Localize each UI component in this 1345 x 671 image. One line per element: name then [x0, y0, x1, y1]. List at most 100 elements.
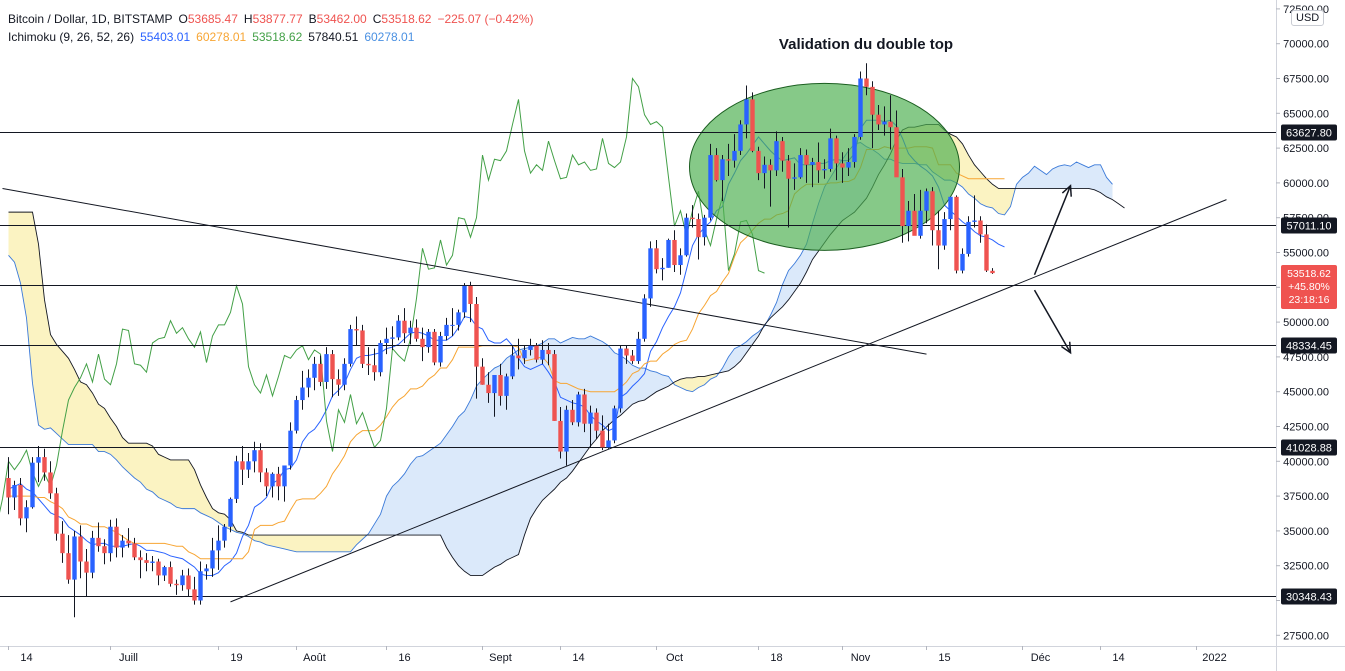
candle-body — [606, 440, 611, 448]
candle-body — [516, 355, 521, 359]
trendlines[interactable] — [2, 187, 1227, 603]
candle-body — [894, 127, 899, 178]
candle-body — [36, 457, 41, 463]
cloud-segment-bullish — [626, 359, 633, 410]
candle-body — [414, 327, 419, 339]
cloud-segment-bearish — [338, 535, 345, 552]
candle-body — [228, 498, 233, 527]
candle-body — [966, 221, 971, 254]
kijun-value: 60278.01 — [196, 30, 247, 44]
candle-body — [504, 376, 509, 396]
candle-body — [630, 355, 635, 362]
indicator-name: Ichimoku (9, 26, 52, 26) — [8, 30, 135, 44]
cloud-segment-bullish — [470, 386, 477, 576]
cloud-segment-bearish — [992, 184, 999, 214]
trendline[interactable] — [230, 199, 1227, 603]
cloud-segment-bullish — [782, 270, 789, 307]
cloud-segment-bullish — [794, 255, 801, 292]
candle-body — [330, 354, 335, 380]
cloud-segment-bearish — [158, 454, 165, 501]
projection-arrow-shaft[interactable] — [1033, 289, 1072, 354]
cloud-segment-bearish — [170, 459, 177, 508]
cloud-segment-bearish — [686, 377, 693, 392]
candle-body — [660, 267, 665, 270]
cloud-segment-bearish — [968, 155, 975, 199]
cloud-segment-bullish — [530, 345, 537, 519]
candle-body — [570, 409, 575, 423]
x-tick-label: Juill — [119, 652, 138, 664]
cloud-segment-bearish — [290, 535, 297, 552]
price-axis[interactable]: 27500.0030000.0032500.0035000.0037500.00… — [1276, 4, 1329, 642]
candle-body — [582, 394, 587, 424]
candle-body — [822, 168, 827, 171]
cloud-segment-bearish — [122, 437, 129, 473]
candle-body — [390, 337, 395, 339]
candle-body — [444, 324, 449, 337]
cloud-segment-bearish — [704, 374, 711, 385]
candle-body — [954, 196, 959, 271]
cloud-segment-bearish — [146, 443, 153, 492]
horizontal-levels[interactable] — [0, 132, 1276, 597]
cloud-segment-bullish — [602, 341, 609, 431]
level-label-text: 57011.10 — [1286, 221, 1331, 233]
x-tick-label: 19 — [230, 652, 242, 664]
candle-body — [306, 377, 311, 388]
cloud-segment-bearish — [26, 212, 33, 384]
candle-body — [336, 379, 341, 385]
cloud-segment-bullish — [1100, 164, 1107, 197]
cloud-segment-bearish — [104, 408, 111, 455]
cloud-segment-bullish — [482, 373, 489, 576]
y-tick-label: 67500.00 — [1283, 74, 1329, 86]
cloud-segment-bullish — [1064, 164, 1071, 189]
candle-body — [756, 150, 761, 174]
projection-arrow-shaft[interactable] — [1033, 185, 1072, 276]
cloud-segment-bearish — [698, 376, 705, 388]
candle-body — [204, 568, 209, 572]
cloud-segment-bullish — [416, 455, 423, 536]
candle-body — [654, 248, 659, 270]
cloud-segment-bearish — [128, 443, 135, 479]
candle-body — [678, 255, 683, 266]
candle-body — [834, 138, 839, 164]
cloud-segment-bullish — [452, 416, 459, 566]
cloud-segment-bullish — [1088, 164, 1095, 190]
y-tick-label: 37500.00 — [1283, 491, 1329, 503]
cloud-segment-bearish — [272, 535, 279, 548]
cloud-segment-bearish — [998, 188, 1005, 215]
cloud-segment-bullish — [542, 338, 549, 501]
candle-body — [234, 461, 239, 499]
candle-body — [120, 540, 125, 548]
cloud-segment-bearish — [296, 535, 303, 552]
cloud-segment-bullish — [734, 345, 741, 367]
candle-body — [90, 537, 95, 573]
cloud-segment-bearish — [56, 344, 63, 440]
candle-body — [702, 217, 707, 238]
candle-body — [24, 507, 29, 519]
time-axis[interactable]: 14 Juill 19 Août 16 Sept 14 Oct 18 Nov 15 Déc 14 2022 — [8, 646, 1227, 664]
currency-button[interactable]: USD — [1291, 10, 1325, 26]
candle-body — [366, 363, 371, 366]
level-price-labels: 63627.8057011.1052666.8748334.4541028.88… — [1281, 124, 1337, 605]
projection-arrows[interactable] — [1033, 184, 1072, 355]
candle-body — [918, 210, 923, 236]
cloud-segment-bearish — [308, 535, 315, 552]
candle-body — [408, 327, 413, 334]
cloud-segment-bullish — [404, 464, 411, 536]
trendline[interactable] — [2, 187, 927, 355]
cloud-segment-bullish — [656, 372, 663, 392]
cloud-segment-bullish — [722, 356, 729, 373]
candle-body — [258, 450, 263, 473]
candle-body — [156, 561, 161, 576]
cloud-segment-bearish — [284, 535, 291, 551]
indicator-row[interactable]: Ichimoku (9, 26, 52, 26) 55403.01 60278.… — [8, 28, 534, 46]
candle-body — [558, 420, 563, 452]
cloud-segment-bearish — [974, 164, 981, 204]
projection-arrow-head[interactable] — [1060, 341, 1072, 355]
cloud-segment-bearish — [278, 535, 285, 549]
cloud-segment-bullish — [392, 480, 399, 536]
projection-arrow-head[interactable] — [1061, 184, 1072, 197]
y-tick-label: 62500.00 — [1283, 143, 1329, 155]
candle-body — [72, 536, 77, 580]
